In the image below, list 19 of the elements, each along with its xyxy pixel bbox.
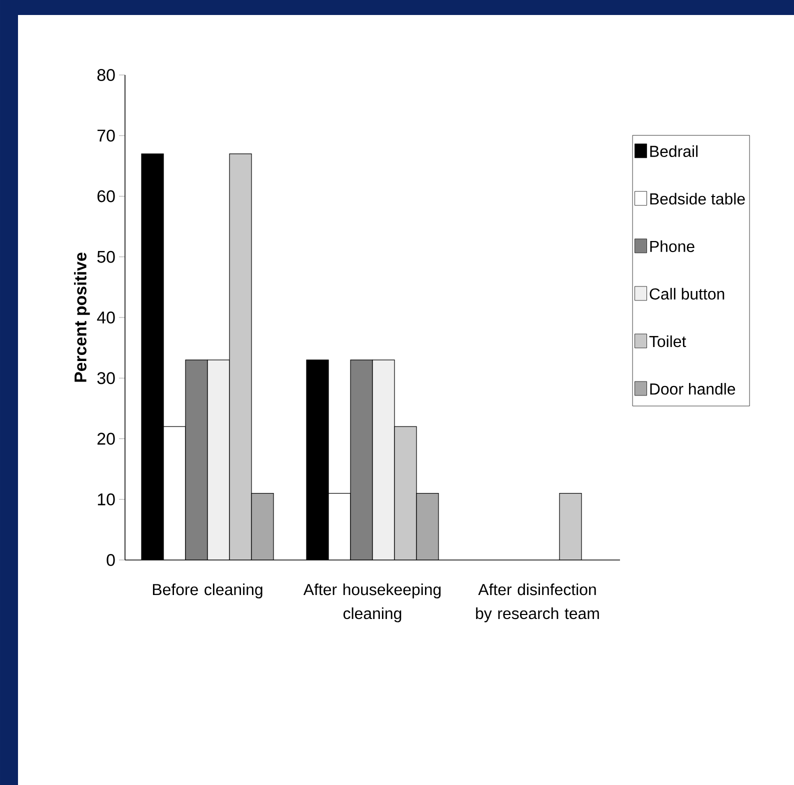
legend-label: Door handle [650,382,736,395]
y-tick-label: 40 [97,311,115,324]
y-tick-label: 0 [106,554,115,566]
y-tick-label: 30 [97,372,115,384]
legend-label: Call button [650,288,724,300]
y-tick-label: 70 [98,130,115,142]
legend-label: Bedrail [650,145,698,158]
legend-label: Toilet [649,335,686,348]
x-tick-label: After disinfection by research team [476,584,599,622]
y-tick-label: 10 [98,493,115,506]
legend-label: Phone [650,240,694,252]
x-tick-label: Before cleaning [152,584,262,598]
y-tick-label: 80 [97,68,115,81]
y-tick-label: 60 [98,190,115,202]
y-axis-title: Percent positive [74,252,90,382]
legend-label: Bedside table [650,192,745,205]
y-tick-label: 20 [98,432,115,445]
y-tick-label: 50 [97,250,115,263]
x-tick-label: After housekeeping cleaning [303,584,441,622]
